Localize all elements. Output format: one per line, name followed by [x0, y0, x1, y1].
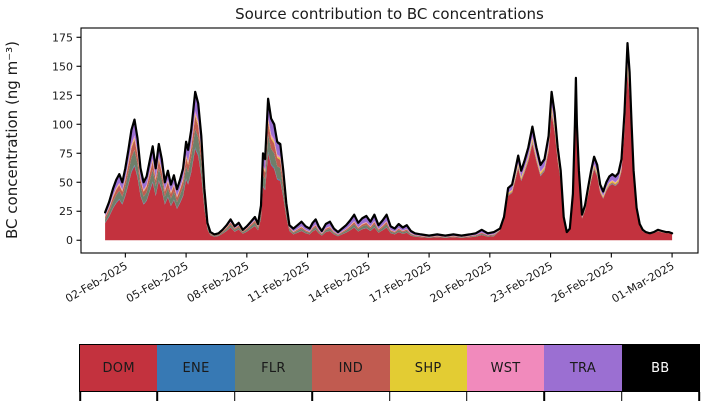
y-tick-label: 150: [52, 60, 73, 73]
legend-label-WST: WST: [490, 360, 521, 376]
y-tick-label: 100: [52, 118, 73, 131]
x-tick-label: 05-Feb-2025: [124, 259, 191, 305]
legend-boundary-tick: [543, 392, 546, 401]
legend-item-FLR: FLR: [234, 345, 313, 391]
area-DOM: [105, 72, 673, 241]
legend-item-TRA: TRA: [544, 345, 622, 391]
x-tick-label: 20-Feb-2025: [428, 259, 495, 305]
legend-item-ENE: ENE: [157, 345, 235, 391]
x-tick-label: 17-Feb-2025: [367, 259, 434, 305]
x-tick-label: 23-Feb-2025: [488, 259, 555, 305]
legend-label-FLR: FLR: [261, 360, 286, 376]
legend-boundary-tick: [388, 392, 391, 401]
stacked-areas: [105, 43, 673, 241]
y-tick-label: 0: [66, 234, 73, 247]
x-tick-label: 01-Mar-2025: [609, 259, 676, 305]
legend-item-BB: BB: [621, 345, 699, 391]
stacked-area-chart: Source contribution to BC concentrations…: [3, 5, 699, 306]
legend-boundary-tick: [79, 392, 81, 401]
chart-title: Source contribution to BC concentrations: [235, 5, 544, 23]
legend-boundary-tick: [698, 392, 700, 401]
legend-boundary-tick: [156, 392, 159, 401]
legend-item-SHP: SHP: [389, 345, 467, 391]
legend-label-ENE: ENE: [182, 360, 210, 376]
y-tick-label: 50: [59, 176, 73, 189]
x-tick-label: 08-Feb-2025: [185, 259, 252, 305]
legend-label-BB: BB: [651, 360, 670, 376]
legend-item-DOM: DOM: [80, 345, 158, 391]
legend-boundary-tick: [233, 392, 236, 401]
total-concentration-outline: [104, 42, 674, 237]
y-axis-label: BC concentration (ng m⁻³): [3, 41, 21, 239]
legend-label-TRA: TRA: [569, 360, 597, 376]
y-tick-label: 175: [52, 31, 73, 44]
y-tick-label: 125: [52, 89, 73, 102]
legend-boundary-tick: [620, 392, 623, 401]
x-tick-label: 14-Feb-2025: [306, 259, 373, 305]
y-axis-ticks: 0 25 50 75 100 125 150 175: [52, 31, 81, 247]
plot-frame: [80, 27, 699, 254]
y-tick-label: 25: [59, 205, 73, 218]
source-legend: DOM ENE FLR IND SHP WST TRA BB: [79, 344, 700, 401]
legend-boundary-tick: [466, 392, 468, 401]
y-tick-label: 75: [59, 147, 73, 160]
legend-item-WST: WST: [466, 345, 545, 391]
x-tick-label: 02-Feb-2025: [63, 259, 130, 305]
legend-label-DOM: DOM: [102, 360, 135, 376]
legend-item-IND: IND: [312, 345, 390, 391]
legend-label-IND: IND: [338, 360, 364, 376]
legend-boundary-tick: [311, 392, 313, 401]
legend-label-SHP: SHP: [414, 360, 442, 376]
x-tick-label: 26-Feb-2025: [549, 259, 616, 305]
x-tick-label: 11-Feb-2025: [245, 259, 312, 305]
x-axis-ticks: 02-Feb-202505-Feb-202508-Feb-202511-Feb-…: [63, 253, 677, 306]
